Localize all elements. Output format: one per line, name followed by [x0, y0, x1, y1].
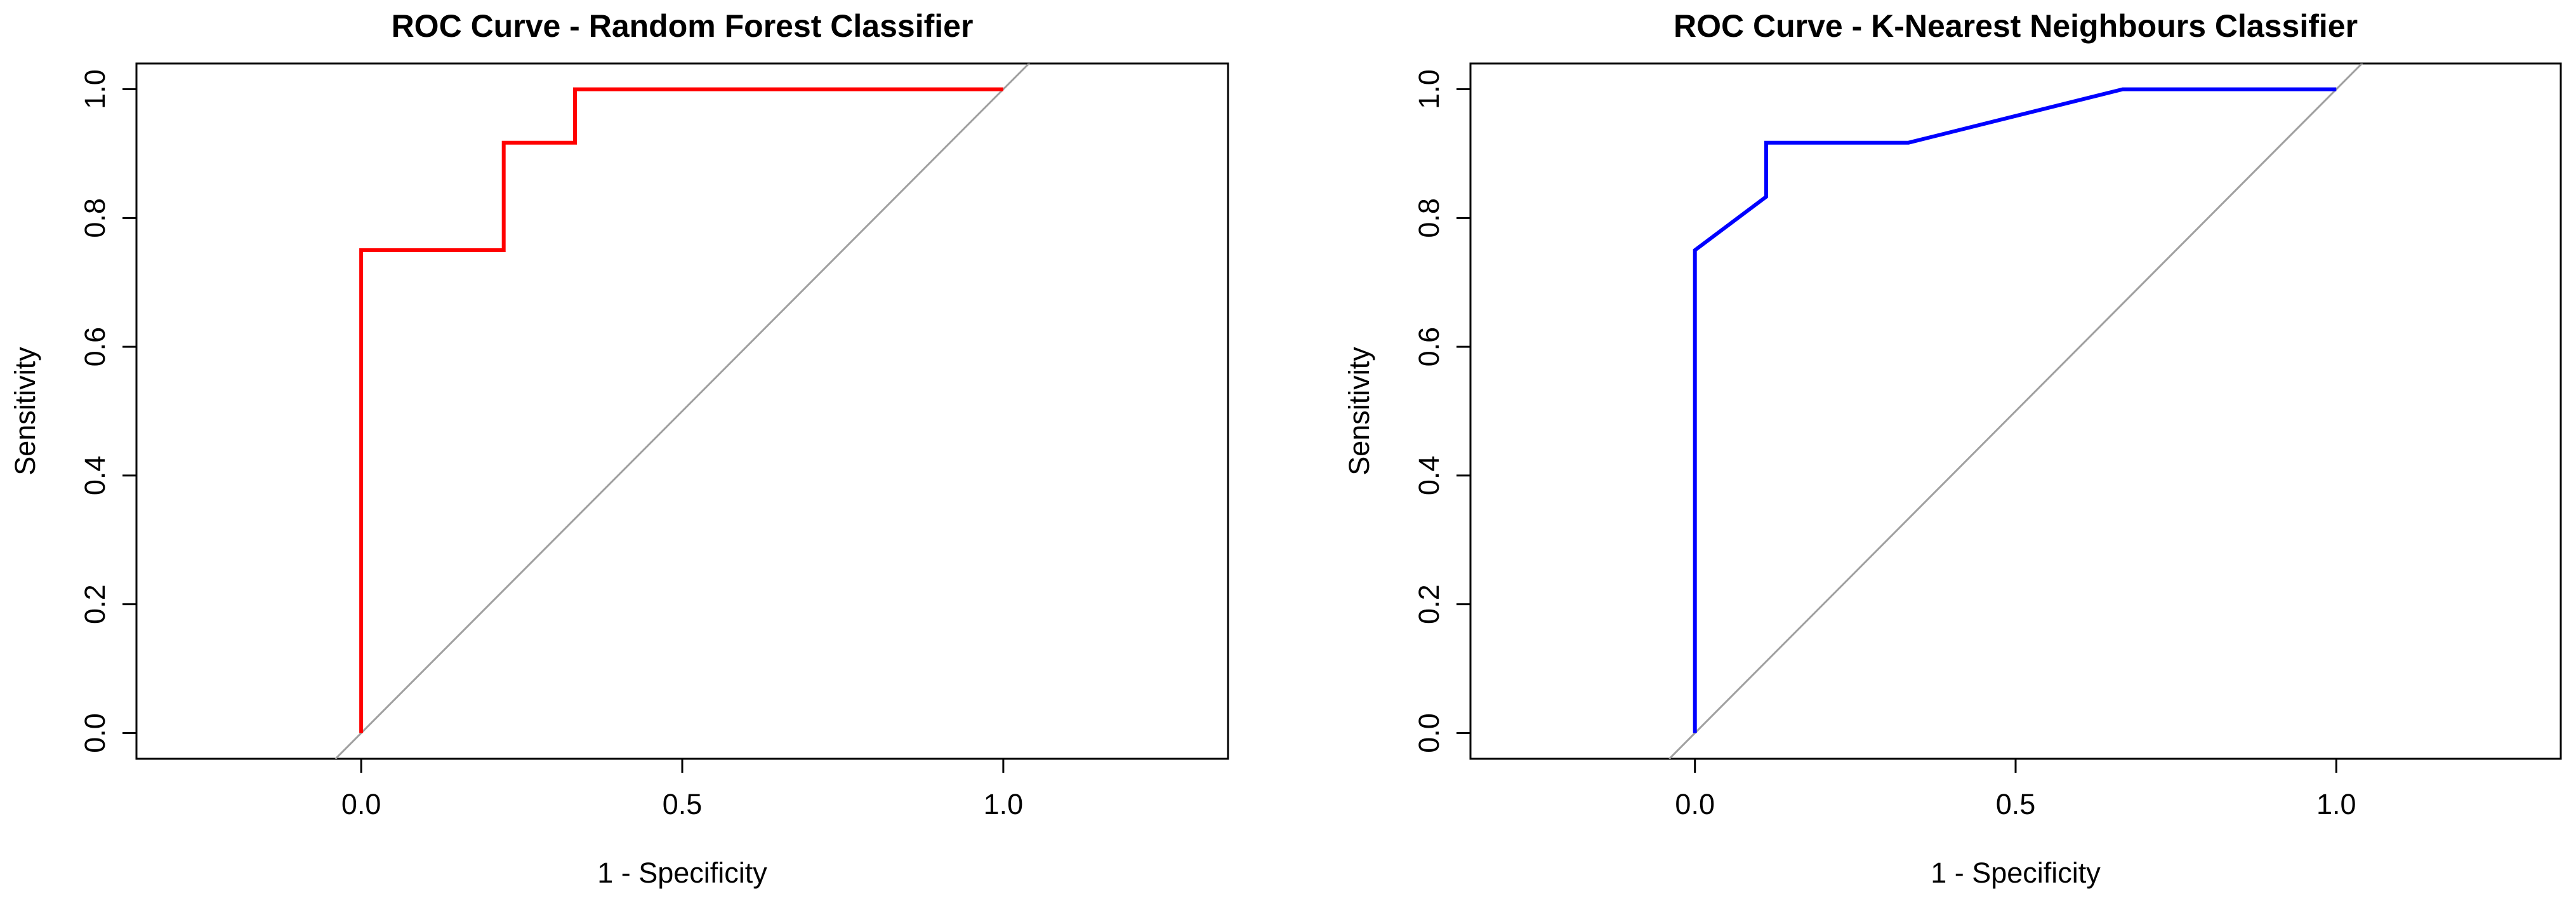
roc-curve-series — [359, 87, 1003, 733]
y-tick-label: 0.8 — [79, 198, 111, 238]
reference-diagonal-line — [334, 63, 1031, 759]
reference-diagonal-line — [1668, 63, 2363, 759]
y-axis-label: Sensitivity — [1343, 347, 1375, 476]
chart-title: ROC Curve - Random Forest Classifier — [392, 8, 974, 44]
y-tick-label: 0.4 — [1413, 456, 1445, 496]
y-tick-label: 0.6 — [79, 327, 111, 367]
y-tick-label: 0.6 — [1413, 327, 1445, 367]
y-tick-label: 1.0 — [79, 69, 111, 109]
chart-panel-knn: ROC Curve - K-Nearest Neighbours Classif… — [1343, 8, 2562, 889]
y-tick-label: 0.2 — [1413, 584, 1445, 624]
x-tick-label: 0.0 — [1675, 788, 1715, 820]
x-tick-label: 0.5 — [663, 788, 703, 820]
x-tick-label: 1.0 — [2316, 788, 2356, 820]
x-tick-label: 0.5 — [1996, 788, 2036, 820]
y-tick-label: 0.0 — [1413, 713, 1445, 753]
y-tick-label: 1.0 — [1413, 69, 1445, 109]
y-tick-label: 0.4 — [79, 456, 111, 496]
chart-panel-rf: ROC Curve - Random Forest Classifier 0.0 0… — [9, 8, 1229, 889]
x-axis-label: 1 - Specificity — [597, 857, 767, 889]
x-tick-label: 0.0 — [341, 788, 381, 820]
roc-curve-series — [1693, 87, 2337, 733]
y-axis-label: Sensitivity — [9, 347, 41, 476]
chart-title: ROC Curve - K-Nearest Neighbours Classif… — [1674, 8, 2358, 44]
y-tick-label: 0.8 — [1413, 198, 1445, 238]
x-axis-label: 1 - Specificity — [1931, 857, 2101, 889]
y-tick-label: 0.2 — [79, 584, 111, 624]
y-tick-label: 0.0 — [79, 713, 111, 753]
x-tick-label: 1.0 — [984, 788, 1024, 820]
